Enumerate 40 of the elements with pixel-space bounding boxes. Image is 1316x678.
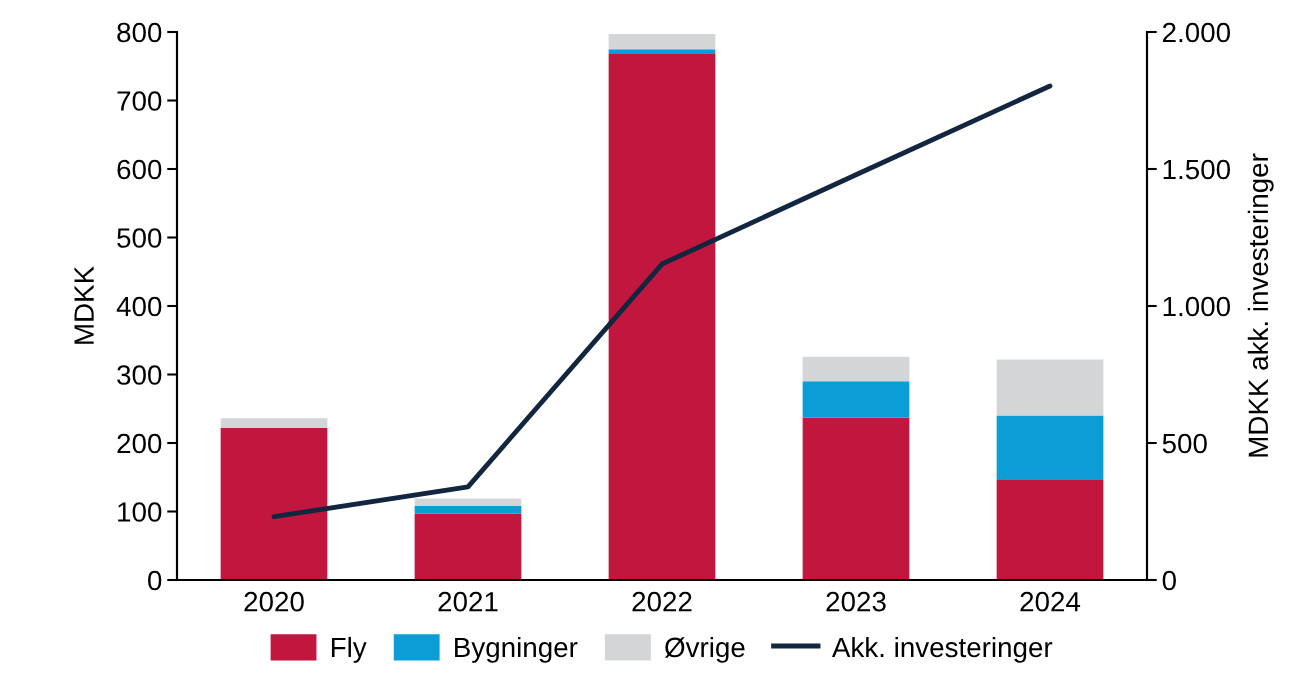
legend-label: Fly [331,636,367,663]
y2-tick-label: 2.000 [1162,22,1231,43]
y-tick-label: 100 [118,502,162,522]
bar [608,53,716,580]
bar [608,34,716,50]
y-tick-label: 200 [117,433,162,454]
y-tick-label: 600 [117,159,162,180]
y2-axis-title: MDKK akk. investeringer [1247,153,1274,457]
x-tick-label: 2023 [826,591,886,612]
bar [802,356,910,382]
bar [608,49,716,54]
y2-tick-label: 1.000 [1163,296,1231,317]
y2-tick-label: 0 [1162,570,1176,591]
legend-label: Bygninger [455,636,578,663]
bar [802,381,910,418]
bar [220,418,328,428]
y-tick-label: 0 [148,570,162,591]
y2-tick-label: 1.500 [1163,159,1231,180]
bar [996,479,1104,580]
line-series [271,83,1053,520]
legend-label: Akk. investeringer [831,636,1053,663]
bar [220,427,328,580]
x-tick-label: 2021 [438,591,498,612]
x-tick-label: 2020 [244,591,304,612]
y-tick-label: 800 [117,22,162,43]
legend-label: Øvrige [664,636,745,663]
bar [414,513,522,580]
bar [414,506,522,514]
y-tick-label: 400 [116,296,162,317]
y-tick-label: 500 [117,228,162,248]
y-axis-title: MDKK [74,266,94,344]
bar [996,359,1104,416]
y2-tick-label: 500 [1162,433,1207,454]
x-tick-label: 2024 [1020,591,1081,612]
y-tick-label: 700 [117,91,162,111]
y-tick-label: 300 [117,365,162,385]
bar [414,498,522,507]
bar [802,417,910,580]
x-tick-label: 2022 [632,591,692,612]
bar [996,415,1104,480]
